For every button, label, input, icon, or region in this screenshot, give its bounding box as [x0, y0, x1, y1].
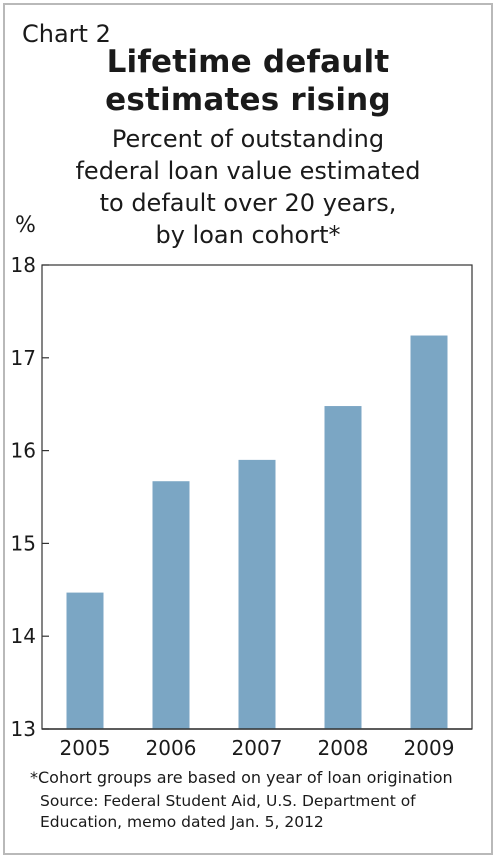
x-tick-label: 2005 — [60, 736, 111, 760]
chart-title-line-2: estimates rising — [105, 82, 391, 118]
x-tick-label: 2008 — [318, 736, 369, 760]
y-axis-unit-label: % — [15, 213, 36, 238]
y-tick-label: 17 — [11, 346, 36, 370]
y-tick-label: 18 — [11, 253, 36, 277]
y-tick-label: 16 — [11, 439, 36, 463]
chart-number: Chart 2 — [22, 20, 111, 48]
y-tick-label: 13 — [11, 717, 36, 741]
x-tick-label: 2009 — [404, 736, 455, 760]
bar — [66, 592, 104, 729]
bar — [410, 335, 448, 729]
chart-subtitle-line-4: by loan cohort* — [155, 221, 341, 249]
y-tick-label: 15 — [11, 531, 36, 555]
chart-subtitle-line-1: Percent of outstanding — [111, 125, 385, 153]
bar — [324, 406, 362, 729]
chart-subtitle-line-2: federal loan value estimated — [75, 157, 421, 185]
x-tick-label: 2006 — [146, 736, 197, 760]
bar — [152, 481, 190, 729]
x-tick-label: 2007 — [232, 736, 283, 760]
y-tick-label: 14 — [11, 624, 36, 648]
source-line-1: Source: Federal Student Aid, U.S. Depart… — [40, 792, 416, 810]
bar — [238, 459, 276, 729]
footnote: *Cohort groups are based on year of loan… — [30, 768, 453, 787]
chart-subtitle-line-3: to default over 20 years, — [99, 189, 397, 217]
chart-title-line-1: Lifetime default — [106, 44, 390, 80]
source-line-2: Education, memo dated Jan. 5, 2012 — [40, 813, 324, 831]
